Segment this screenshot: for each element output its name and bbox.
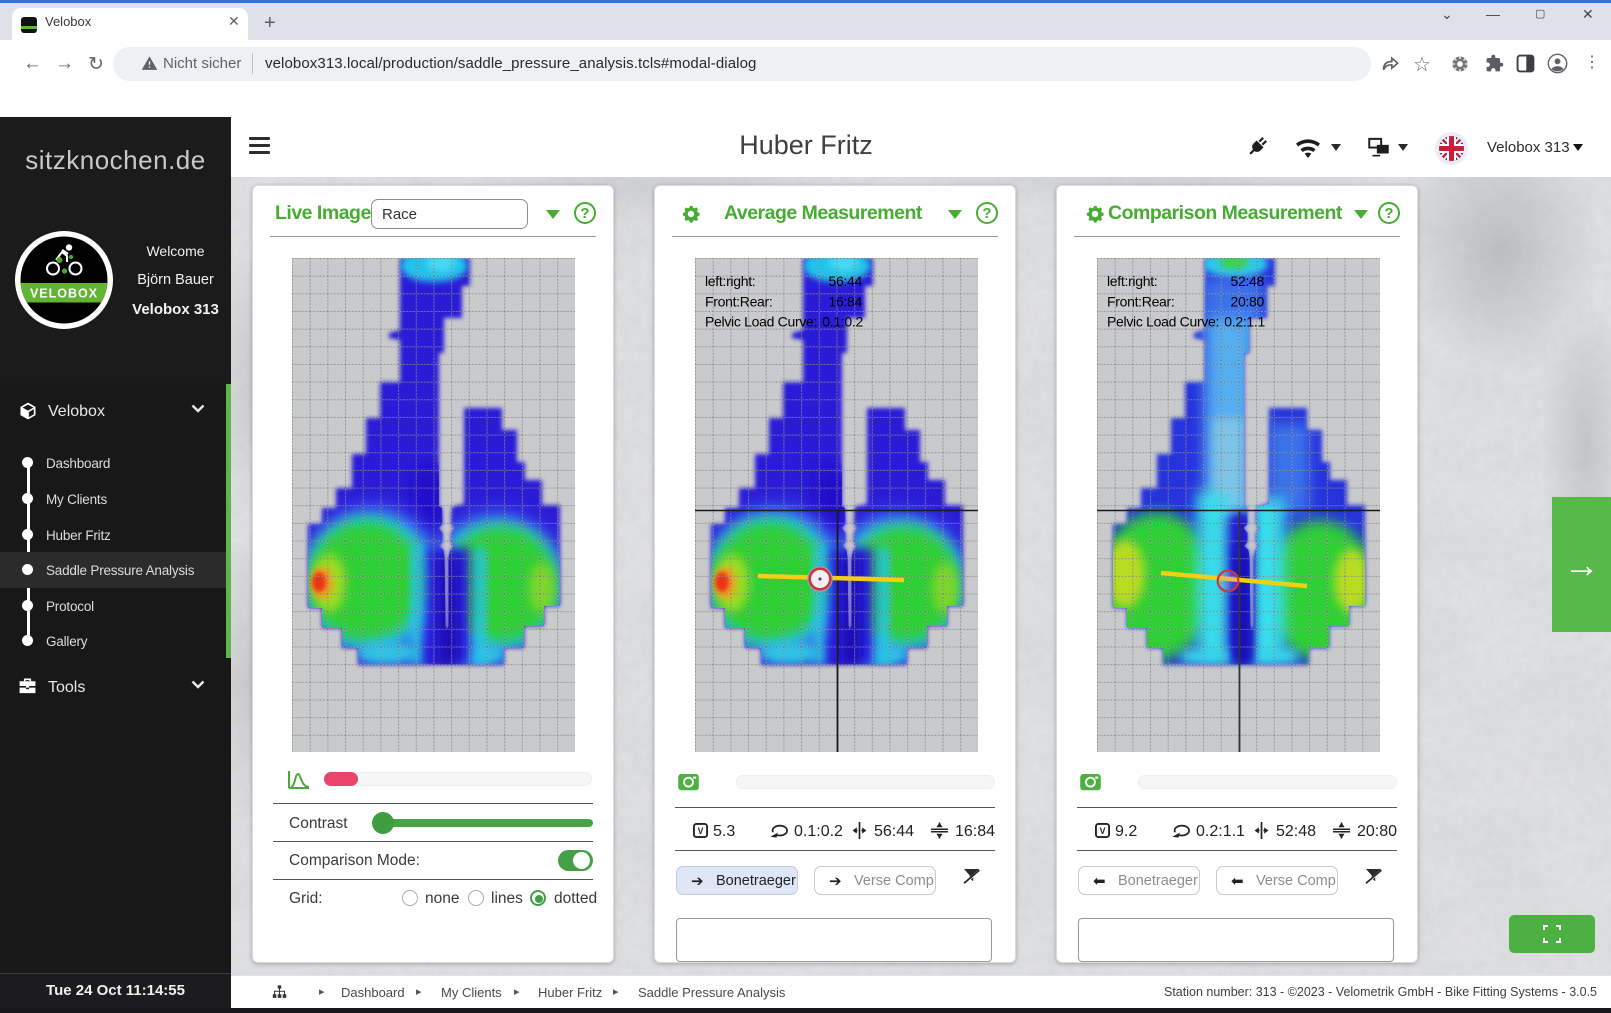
svg-text:Front:Rear:: Front:Rear:	[705, 294, 773, 310]
svg-text:Pelvic Load Curve:: Pelvic Load Curve:	[1107, 314, 1219, 330]
svg-text:left:right:: left:right:	[1107, 273, 1157, 289]
svg-text:V: V	[698, 826, 704, 836]
svg-text:VELOBOX: VELOBOX	[30, 287, 98, 301]
svg-text:V: V	[1100, 826, 1106, 836]
svg-text:Front:Rear:: Front:Rear:	[1107, 294, 1175, 310]
svg-text:Pelvic Load Curve:: Pelvic Load Curve:	[705, 314, 817, 330]
svg-text:20:80: 20:80	[1230, 294, 1264, 310]
svg-text:16:84: 16:84	[828, 294, 862, 310]
svg-text:0.2:1.1: 0.2:1.1	[1224, 314, 1265, 330]
svg-text:0.1:0.2: 0.1:0.2	[822, 314, 863, 330]
svg-text:56:44: 56:44	[828, 273, 862, 289]
svg-text:52:48: 52:48	[1230, 273, 1264, 289]
svg-text:left:right:: left:right:	[705, 273, 755, 289]
